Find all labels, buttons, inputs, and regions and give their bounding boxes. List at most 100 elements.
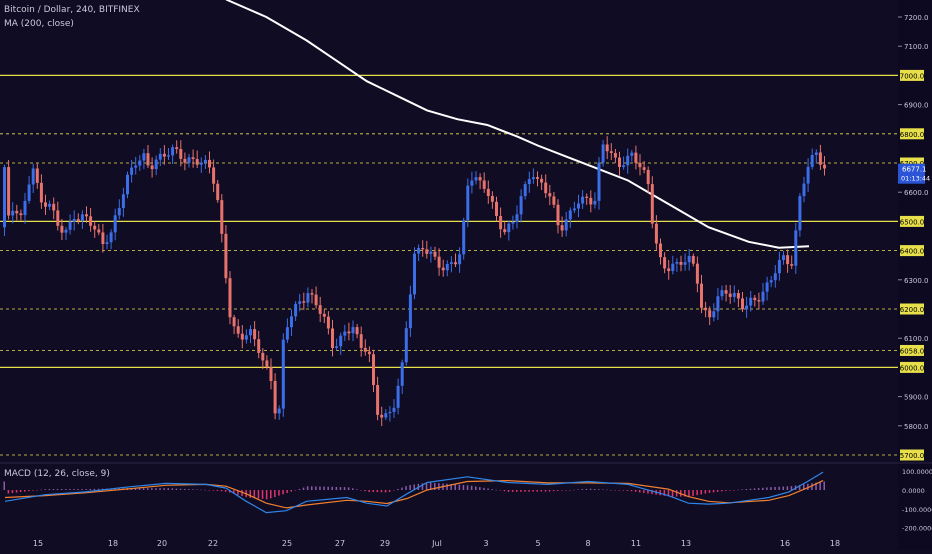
candle-down bbox=[183, 158, 187, 163]
price-tick-label: 6500.0 bbox=[900, 218, 925, 226]
candle-up bbox=[466, 185, 470, 221]
macd-histogram-bar bbox=[294, 490, 297, 491]
macd-histogram-bar bbox=[614, 490, 616, 491]
candle-down bbox=[35, 168, 39, 183]
candle-up bbox=[417, 248, 421, 254]
candle-up bbox=[23, 200, 27, 216]
ma-legend[interactable]: MA (200, close) bbox=[4, 19, 74, 29]
price-tick-label: 5800.0 bbox=[904, 423, 929, 431]
macd-histogram-bar bbox=[593, 488, 596, 490]
candle-down bbox=[605, 144, 609, 152]
macd-histogram-bar bbox=[171, 488, 174, 490]
candle-up bbox=[244, 335, 248, 340]
candle-up bbox=[64, 229, 68, 233]
candle-up bbox=[716, 296, 720, 312]
macd-histogram-bar bbox=[216, 490, 219, 491]
candle-down bbox=[560, 225, 564, 231]
macd-histogram-bar bbox=[688, 490, 690, 497]
candle-down bbox=[175, 147, 179, 149]
macd-histogram-bar bbox=[11, 490, 14, 494]
price-tag-bg bbox=[900, 69, 924, 81]
candle-up bbox=[577, 203, 580, 209]
candle-up bbox=[683, 262, 687, 265]
candle-down bbox=[618, 157, 621, 167]
macd-histogram-bar bbox=[167, 488, 169, 490]
candle-down bbox=[257, 339, 261, 353]
symbol-legend[interactable]: Bitcoin / Dollar, 240, BITFINEX bbox=[4, 5, 140, 15]
candle-down bbox=[667, 268, 671, 272]
candle-down bbox=[642, 167, 646, 170]
macd-histogram-bar bbox=[528, 490, 530, 492]
candle-down bbox=[441, 267, 445, 271]
macd-histogram-bar bbox=[712, 490, 715, 493]
candle-up bbox=[298, 301, 302, 304]
macd-histogram-bar bbox=[372, 490, 374, 493]
candle-down bbox=[757, 300, 761, 302]
candle-up bbox=[31, 168, 35, 185]
candle-up bbox=[126, 174, 129, 195]
macd-histogram-bar bbox=[520, 490, 522, 492]
macd-histogram-bar bbox=[774, 486, 776, 490]
macd-histogram-bar bbox=[352, 488, 354, 490]
price-tag-bg bbox=[900, 157, 924, 169]
candle-down bbox=[609, 151, 613, 153]
macd-histogram-bar bbox=[85, 489, 87, 490]
candle-down bbox=[322, 313, 326, 317]
time-axis-label: 13 bbox=[681, 539, 691, 548]
macd-histogram-bar bbox=[274, 490, 276, 498]
macd-histogram-bar bbox=[487, 488, 489, 490]
candle-up bbox=[765, 282, 769, 292]
candle-up bbox=[343, 331, 347, 336]
macd-histogram-bar bbox=[766, 487, 768, 490]
candle-up bbox=[413, 253, 416, 295]
macd-histogram-bar bbox=[323, 486, 325, 490]
candle-up bbox=[449, 262, 453, 264]
candle-down bbox=[212, 167, 216, 184]
candle-down bbox=[495, 201, 498, 217]
macd-histogram-bar bbox=[192, 489, 194, 490]
macd-histogram-bar bbox=[704, 490, 707, 494]
candle-down bbox=[52, 203, 56, 211]
macd-histogram-bar bbox=[524, 490, 526, 492]
candle-down bbox=[331, 328, 334, 348]
price-tick-label: 6900.0 bbox=[904, 102, 929, 110]
candle-up bbox=[782, 255, 785, 261]
macd-legend[interactable]: MACD (12, 26, close, 9) bbox=[4, 469, 110, 479]
macd-histogram-bar bbox=[142, 488, 145, 490]
macd-histogram-bar bbox=[659, 490, 661, 496]
macd-histogram-bar bbox=[282, 490, 284, 495]
macd-histogram-bar bbox=[327, 486, 329, 490]
macd-histogram-bar bbox=[782, 486, 784, 490]
macd-histogram-bar bbox=[40, 489, 42, 491]
candle-up bbox=[601, 144, 605, 163]
candle-up bbox=[773, 273, 777, 281]
macd-histogram-bar bbox=[569, 490, 571, 491]
macd-histogram-bar bbox=[495, 489, 497, 491]
candle-down bbox=[650, 184, 654, 224]
macd-histogram-bar bbox=[696, 490, 698, 496]
candle-down bbox=[232, 317, 236, 327]
candle-down bbox=[76, 219, 80, 221]
candle-up bbox=[290, 316, 293, 328]
candle-up bbox=[48, 203, 52, 207]
time-axis-label: 29 bbox=[380, 539, 390, 548]
macd-histogram-bar bbox=[19, 490, 22, 493]
price-tick-label: 5700.0 bbox=[900, 452, 925, 460]
candle-down bbox=[786, 255, 790, 265]
macd-histogram-bar bbox=[3, 481, 5, 490]
candle-up bbox=[408, 294, 412, 329]
candle-up bbox=[154, 159, 158, 170]
macd-histogram-bar bbox=[692, 490, 694, 496]
price-tag-bg bbox=[900, 361, 924, 373]
macd-histogram-bar bbox=[548, 490, 551, 492]
time-axis-label: 18 bbox=[830, 539, 840, 548]
macd-histogram-bar bbox=[807, 483, 809, 490]
macd-histogram-bar bbox=[671, 490, 674, 497]
macd-histogram-bar bbox=[483, 487, 485, 490]
candle-down bbox=[150, 165, 154, 170]
candle-down bbox=[552, 196, 556, 205]
macd-histogram-bar bbox=[93, 488, 96, 490]
candle-up bbox=[462, 220, 466, 255]
